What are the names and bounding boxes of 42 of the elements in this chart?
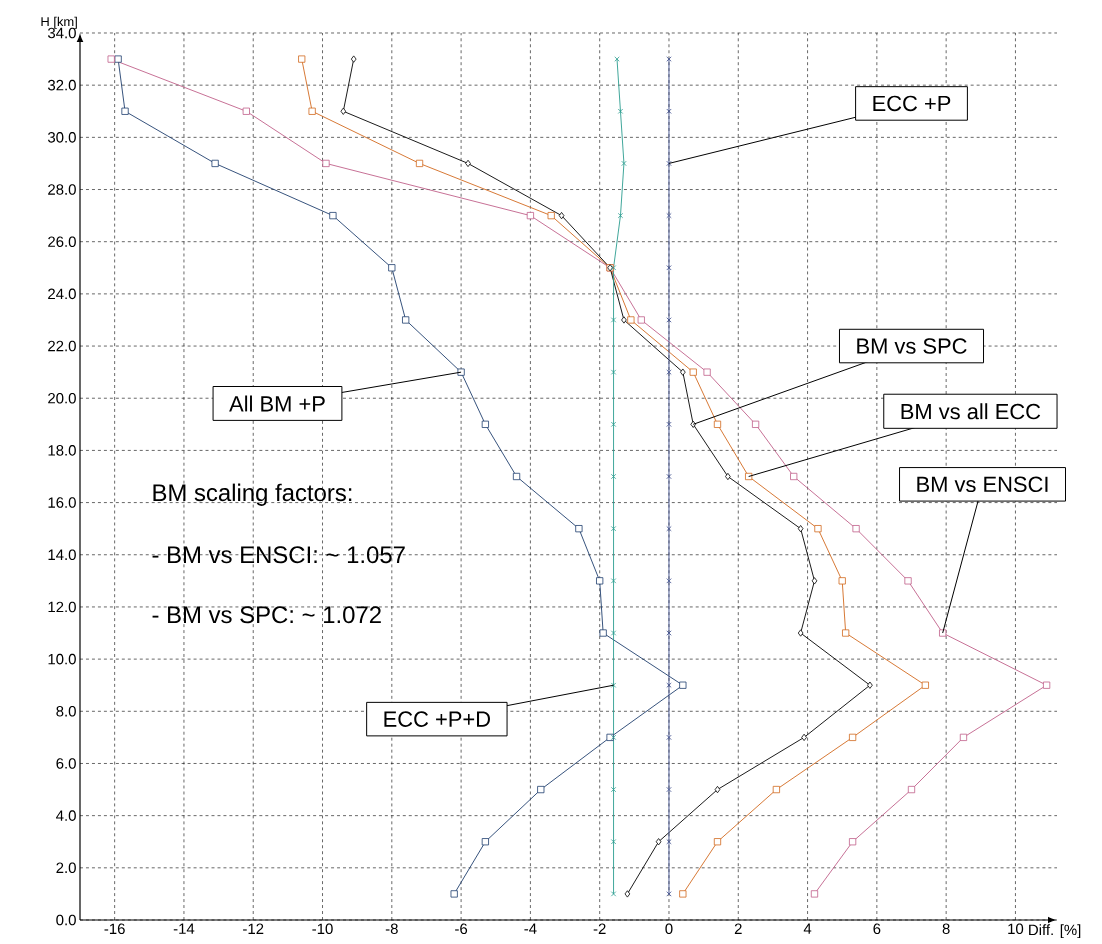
y-tick-label: 8.0 [56, 706, 76, 717]
y-tick-label: 30.0 [47, 132, 76, 143]
x-tick-label: -16 [104, 923, 125, 935]
x-tick-label: -4 [524, 923, 537, 934]
y-tick-label: 24.0 [48, 288, 76, 300]
y-tick-label: 14.0 [48, 549, 76, 561]
y-tick-label: 22.0 [48, 340, 76, 352]
x-tick-label: 2 [734, 923, 742, 934]
y-tick-label: 34.0 [47, 27, 76, 39]
x-tick-label: 6 [873, 923, 881, 935]
y-tick-label: 16.0 [48, 497, 76, 508]
y-tick-label: 26.0 [48, 236, 76, 247]
y-tick-label: 32.0 [47, 79, 76, 91]
text: BM vs all ECC [901, 403, 1041, 420]
text: ECC +P [873, 95, 951, 112]
y-tick-label: 2.0 [56, 862, 76, 874]
y-tick-label: 18.0 [48, 445, 76, 456]
y-tick-label: 12.0 [48, 601, 76, 613]
x-tick-label: 4 [803, 923, 812, 934]
x-tick-label: 10 [1008, 923, 1024, 935]
text: BM vs ENSCI [917, 476, 1048, 493]
x-tick-label: -6 [455, 923, 468, 935]
y-tick-label: 0.0 [56, 914, 76, 926]
x-tick-label: -8 [385, 923, 398, 935]
y-tick-label: 28.0 [48, 184, 76, 195]
x-tick-label: -10 [312, 923, 333, 935]
x-axis-title: Diff. [%] [1029, 924, 1081, 939]
annotation: BM scaling factors: [153, 483, 352, 506]
x-tick-label: -14 [173, 923, 195, 934]
text: ECC +P+D [384, 711, 490, 727]
x-tick-label: 8 [942, 923, 950, 935]
x-tick-label: -12 [243, 923, 264, 934]
text: BM vs SPC [857, 338, 967, 354]
x-tick-label: -2 [593, 923, 606, 934]
x-tick-label: 0 [665, 923, 673, 935]
annotation: - BM vs ENSCI: ~ 1.057 [152, 546, 405, 564]
y-tick-label: 10.0 [48, 653, 76, 665]
y-tick-label: 4.0 [56, 810, 76, 821]
annotation: - BM vs SPC: ~ 1.072 [152, 606, 381, 624]
y-tick-label: 20.0 [48, 392, 76, 404]
text: All BM +P [229, 395, 325, 412]
y-tick-label: 6.0 [56, 758, 76, 769]
